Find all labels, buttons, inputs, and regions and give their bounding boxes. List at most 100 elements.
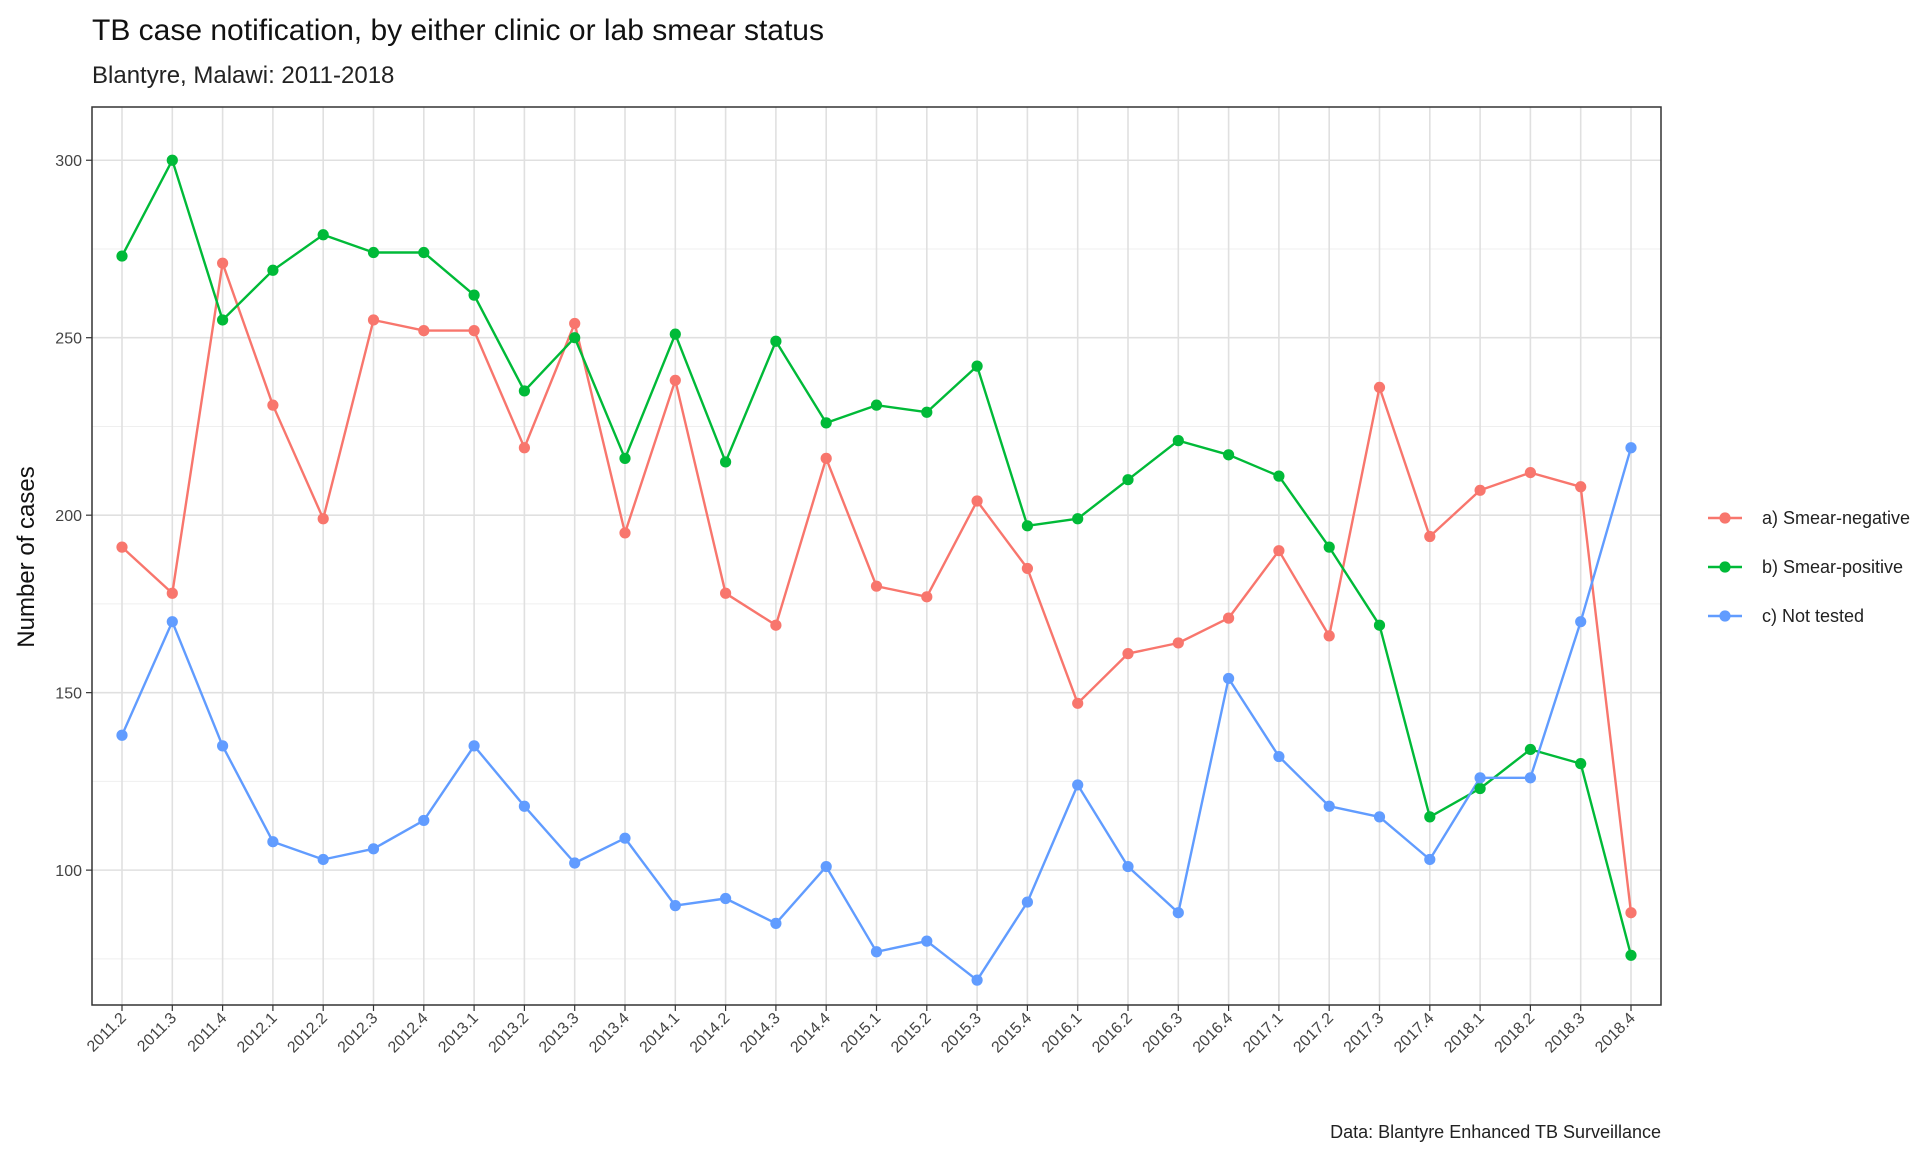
x-tick-label: 2011.4 bbox=[185, 1010, 231, 1056]
data-point bbox=[669, 374, 681, 386]
data-point bbox=[116, 541, 128, 553]
data-point bbox=[1474, 782, 1486, 795]
series-points bbox=[116, 154, 1637, 986]
data-point bbox=[820, 417, 832, 429]
x-tick-label: 2012.2 bbox=[284, 1010, 331, 1057]
data-point bbox=[1424, 811, 1436, 823]
data-point bbox=[367, 843, 380, 855]
data-point bbox=[217, 257, 229, 269]
data-point bbox=[166, 587, 178, 599]
legend-item: b) Smear-positive bbox=[1708, 557, 1903, 577]
data-point bbox=[1021, 896, 1033, 908]
data-point bbox=[468, 325, 480, 337]
x-tick-label: 2011.3 bbox=[134, 1010, 180, 1056]
data-point bbox=[217, 740, 229, 752]
data-point bbox=[921, 406, 933, 418]
data-point bbox=[317, 853, 329, 866]
x-tick-label: 2015.1 bbox=[838, 1010, 885, 1057]
data-point bbox=[1323, 541, 1335, 553]
x-tick-label: 2016.2 bbox=[1089, 1010, 1136, 1057]
data-point bbox=[569, 332, 581, 344]
legend-marker bbox=[1719, 561, 1731, 573]
y-tick-label: 200 bbox=[55, 508, 82, 525]
x-tick-label: 2015.2 bbox=[888, 1010, 935, 1057]
data-point bbox=[1625, 442, 1637, 454]
x-tick-label: 2014.4 bbox=[787, 1010, 834, 1057]
data-point bbox=[1424, 853, 1436, 866]
chart-title: TB case notification, by either clinic o… bbox=[92, 14, 824, 47]
chart-caption: Data: Blantyre Enhanced TB Surveillance bbox=[1330, 1122, 1661, 1142]
data-point bbox=[317, 513, 329, 525]
y-tick-label: 150 bbox=[55, 686, 82, 703]
data-point bbox=[317, 229, 329, 241]
data-point bbox=[1021, 520, 1033, 532]
data-point bbox=[921, 591, 933, 603]
data-point bbox=[418, 246, 430, 259]
data-point bbox=[166, 616, 178, 628]
x-tick-label: 2018.4 bbox=[1592, 1010, 1639, 1057]
data-point bbox=[1323, 800, 1335, 812]
data-point bbox=[619, 832, 631, 844]
x-tick-label: 2014.1 bbox=[637, 1010, 684, 1057]
data-point bbox=[1172, 637, 1184, 649]
x-tick-label: 2018.1 bbox=[1441, 1010, 1488, 1057]
data-point bbox=[1373, 381, 1386, 394]
x-tick-label: 2017.2 bbox=[1290, 1010, 1337, 1057]
data-point bbox=[1323, 630, 1335, 642]
x-tick-label: 2012.4 bbox=[385, 1010, 432, 1057]
data-point bbox=[669, 900, 681, 912]
data-point bbox=[1625, 907, 1637, 919]
data-point bbox=[1524, 772, 1536, 784]
x-tick-label: 2018.2 bbox=[1492, 1010, 1539, 1057]
data-point bbox=[720, 456, 732, 468]
data-point bbox=[1575, 758, 1587, 770]
x-tick-label: 2016.3 bbox=[1140, 1010, 1187, 1057]
data-point bbox=[1122, 860, 1134, 873]
data-point bbox=[820, 860, 832, 873]
x-tick-label: 2013.2 bbox=[486, 1010, 533, 1057]
x-tick-label: 2013.4 bbox=[586, 1010, 633, 1057]
data-point bbox=[1021, 562, 1033, 575]
data-point bbox=[1575, 616, 1587, 628]
legend: a) Smear-negative b) Smear-positive c) Not… bbox=[1708, 508, 1910, 626]
data-point bbox=[1122, 648, 1134, 660]
legend-label: a) Smear-negative bbox=[1762, 508, 1910, 528]
data-point bbox=[267, 264, 279, 276]
legend-marker bbox=[1719, 512, 1731, 524]
data-point bbox=[619, 527, 631, 539]
data-point bbox=[1373, 811, 1386, 823]
data-point bbox=[1474, 484, 1486, 496]
data-point bbox=[468, 740, 480, 752]
data-point bbox=[217, 314, 229, 326]
x-tick-label: 2013.1 bbox=[435, 1010, 482, 1057]
data-point bbox=[1072, 697, 1084, 709]
legend-marker bbox=[1719, 610, 1731, 622]
legend-label: c) Not tested bbox=[1762, 606, 1864, 626]
x-tick-label: 2018.3 bbox=[1542, 1010, 1589, 1057]
x-tick-label: 2015.4 bbox=[989, 1010, 1036, 1057]
x-tick-label: 2014.3 bbox=[737, 1010, 784, 1057]
data-point bbox=[267, 836, 279, 848]
data-point bbox=[1273, 470, 1285, 482]
y-tick-label: 100 bbox=[55, 863, 82, 880]
data-point bbox=[1122, 474, 1134, 486]
data-point bbox=[1524, 466, 1536, 479]
data-point bbox=[619, 452, 631, 464]
x-tick-label: 2014.2 bbox=[687, 1010, 734, 1057]
data-point bbox=[870, 946, 883, 958]
data-point bbox=[418, 814, 430, 827]
legend-item: c) Not tested bbox=[1708, 606, 1864, 626]
data-point bbox=[971, 360, 983, 372]
x-tick-label: 2017.1 bbox=[1240, 1010, 1287, 1057]
x-tick-label: 2017.3 bbox=[1341, 1010, 1388, 1057]
x-axis: 2011.2 2011.3 2011.4 2012.1 2012.2 2012.3 2012… bbox=[84, 1005, 1639, 1056]
data-point bbox=[518, 800, 531, 812]
x-tick-label: 2017.4 bbox=[1391, 1010, 1438, 1057]
data-point bbox=[569, 857, 581, 869]
data-point bbox=[166, 154, 178, 166]
data-point bbox=[468, 289, 480, 301]
data-point bbox=[971, 974, 983, 986]
y-axis: 100 150 200 250 300 bbox=[55, 153, 92, 880]
data-point bbox=[1223, 612, 1235, 624]
